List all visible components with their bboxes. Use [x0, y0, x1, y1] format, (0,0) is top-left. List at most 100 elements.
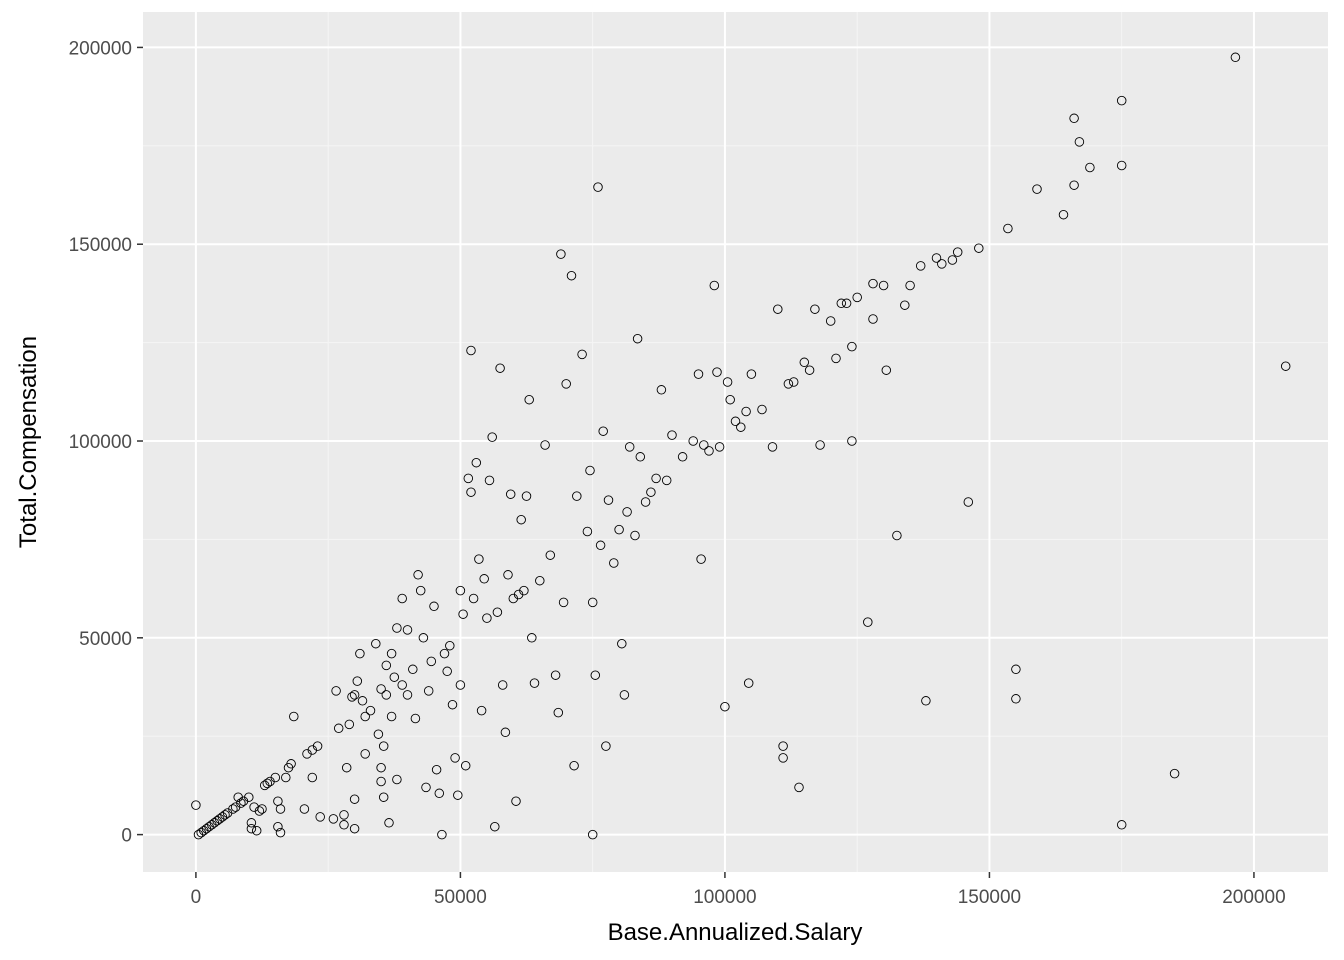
data-point	[1116, 820, 1127, 830]
data-point	[254, 806, 265, 816]
data-point	[704, 446, 714, 456]
data-point	[783, 379, 794, 389]
data-point	[1011, 664, 1021, 675]
data-point	[386, 711, 397, 722]
data-point	[810, 304, 820, 314]
data-point	[339, 820, 349, 830]
data-point	[558, 597, 569, 608]
data-point	[852, 292, 862, 303]
data-point	[799, 357, 810, 368]
data-point	[357, 696, 368, 706]
data-point	[521, 491, 532, 501]
data-point	[503, 570, 513, 580]
data-point	[426, 656, 437, 667]
data-point	[471, 457, 482, 468]
data-point	[630, 530, 640, 541]
data-point	[656, 385, 667, 395]
y-tick-label: 200000	[69, 38, 132, 59]
data-point	[220, 810, 230, 820]
data-point	[677, 452, 688, 462]
data-point	[349, 794, 360, 804]
data-point	[540, 440, 550, 450]
data-point	[365, 705, 376, 716]
data-point	[275, 827, 286, 838]
data-point	[730, 416, 741, 427]
x-axis-title: Base.Annualized.Salary	[608, 919, 863, 946]
data-point	[836, 298, 847, 309]
data-point	[450, 753, 460, 763]
data-point	[696, 554, 706, 564]
data-point	[437, 829, 447, 840]
data-point	[601, 741, 611, 751]
data-point	[778, 753, 788, 763]
data-point	[720, 701, 730, 712]
data-point	[360, 711, 370, 722]
data-point	[492, 607, 503, 617]
data-point	[273, 821, 283, 832]
data-point	[609, 558, 619, 568]
data-point	[381, 690, 392, 700]
data-point	[651, 473, 661, 484]
data-point	[331, 686, 341, 696]
data-point	[582, 526, 593, 537]
data-point	[661, 475, 672, 486]
data-point	[333, 723, 344, 734]
data-point	[878, 280, 889, 291]
data-point	[402, 690, 413, 700]
data-point	[246, 818, 257, 828]
data-point	[328, 814, 339, 824]
data-point	[371, 638, 381, 649]
data-point	[447, 699, 458, 710]
data-point	[535, 575, 545, 586]
data-point	[699, 440, 709, 450]
data-point	[228, 804, 238, 814]
data-point	[788, 377, 799, 387]
data-point	[251, 825, 262, 836]
data-point	[587, 597, 598, 608]
data-point	[1074, 137, 1085, 147]
data-point	[281, 772, 291, 783]
y-tick-label: 150000	[69, 235, 132, 256]
data-point	[408, 664, 418, 675]
data-point	[868, 314, 878, 324]
data-point	[349, 690, 360, 700]
data-point	[500, 727, 511, 738]
data-point	[632, 333, 643, 344]
data-point	[614, 524, 624, 535]
data-point	[381, 660, 392, 671]
data-point	[741, 406, 751, 417]
data-point	[868, 278, 878, 289]
data-point	[635, 452, 646, 462]
data-point	[373, 729, 384, 739]
data-point	[712, 367, 722, 377]
data-point	[479, 574, 489, 584]
data-point	[392, 774, 402, 785]
data-point	[378, 792, 389, 802]
data-point	[376, 684, 386, 694]
y-tick-label: 50000	[79, 629, 132, 650]
data-point	[246, 823, 257, 834]
data-point	[410, 713, 421, 724]
data-point	[603, 495, 614, 505]
data-point	[622, 507, 632, 517]
data-point	[1069, 113, 1079, 124]
data-point	[453, 790, 463, 800]
y-tick-label: 100000	[69, 432, 132, 453]
data-point	[455, 585, 466, 596]
data-point	[714, 442, 725, 452]
data-point	[831, 353, 841, 364]
data-point	[688, 436, 698, 446]
data-point	[693, 369, 704, 379]
data-point	[397, 680, 407, 690]
data-point	[1032, 184, 1042, 194]
data-point	[466, 487, 476, 497]
data-point	[595, 540, 606, 551]
data-point	[476, 705, 487, 716]
x-axis: 0 50000 100000 150000 200000	[191, 872, 1286, 908]
data-point	[1069, 180, 1079, 190]
data-point	[825, 316, 836, 326]
data-point	[900, 300, 910, 310]
data-point	[315, 812, 325, 822]
data-point	[349, 823, 360, 834]
